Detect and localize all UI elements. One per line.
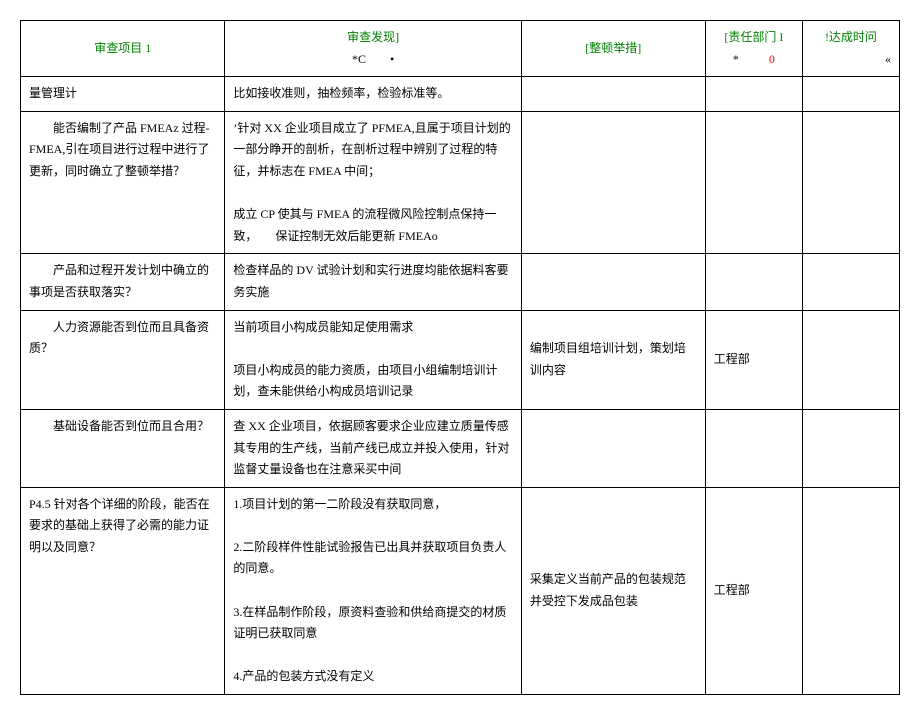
header-time: !达成时问 « [802, 21, 899, 77]
cell-finding: 查 XX 企业项目，依据顾客要求企业应建立质量传感其专用的生产线，当前产线已成立… [225, 409, 521, 487]
audit-table: 审查项目 1 审查发现] *C • [整顿举措] [责任部门 I * [20, 20, 900, 695]
header-action-text: [整顿举措] [585, 41, 641, 55]
header-finding-l2a: *C [352, 52, 366, 66]
cell-action [521, 77, 705, 112]
table-row: 产品和过程开发计划中确立的事项是否获取落实？检查样品的 DV 试验计划和实行进度… [21, 254, 900, 310]
header-time-l1: !达成时问 [811, 27, 891, 49]
cell-dept: 工程部 [705, 487, 802, 694]
header-time-l2: « [811, 49, 891, 71]
header-item-text: 审查项目 1 [94, 41, 151, 55]
cell-finding: 比如接收准则，抽检频率，检验标准等。 [225, 77, 521, 112]
cell-item: 产品和过程开发计划中确立的事项是否获取落实？ [21, 254, 225, 310]
cell-action: 编制项目组培训计划，策划培训内容 [521, 310, 705, 409]
cell-dept [705, 111, 802, 254]
cell-item: 人力资源能否到位而且具备资质？ [21, 310, 225, 409]
cell-dept [705, 254, 802, 310]
header-dept: [责任部门 I * 0 [705, 21, 802, 77]
header-dept-a: [责任部门 I [724, 30, 783, 44]
cell-action [521, 111, 705, 254]
cell-time [802, 77, 899, 112]
header-finding-l2b: • [390, 52, 394, 66]
table-row: 基础设备能否到位而且合用？查 XX 企业项目，依据顾客要求企业应建立质量传感其专… [21, 409, 900, 487]
cell-action [521, 409, 705, 487]
cell-finding: 1.项目计划的第一二阶段没有获取同意，2.二阶段样件性能试验报告已出具并获取项目… [225, 487, 521, 694]
cell-finding: 当前项目小构成员能知足使用需求项目小构成员的能力资质，由项目小组编制培训计划，查… [225, 310, 521, 409]
header-dept-c: 0 [769, 52, 775, 66]
cell-item: 基础设备能否到位而且合用？ [21, 409, 225, 487]
cell-action [521, 254, 705, 310]
cell-dept: 工程部 [705, 310, 802, 409]
header-dept-b: * [733, 52, 739, 66]
cell-time [802, 254, 899, 310]
table-row: 能否编制了产品 FMEAz 过程-FMEA,引在项目进行过程中进行了更新，同时确… [21, 111, 900, 254]
cell-finding: 检查样品的 DV 试验计划和实行进度均能依据料客要务实施 [225, 254, 521, 310]
header-dept-l2: * 0 [714, 49, 794, 71]
cell-item: 量管理计 [21, 77, 225, 112]
header-action: [整顿举措] [521, 21, 705, 77]
header-item: 审查项目 1 [21, 21, 225, 77]
cell-dept [705, 409, 802, 487]
header-row: 审查项目 1 审查发现] *C • [整顿举措] [责任部门 I * [21, 21, 900, 77]
header-finding: 审查发现] *C • [225, 21, 521, 77]
table-row: P4.5 针对各个详细的阶段，能否在要求的基础上获得了必需的能力证明以及同意？1… [21, 487, 900, 694]
cell-time [802, 111, 899, 254]
cell-dept [705, 77, 802, 112]
table-row: 人力资源能否到位而且具备资质？当前项目小构成员能知足使用需求项目小构成员的能力资… [21, 310, 900, 409]
table-row: 量管理计比如接收准则，抽检频率，检验标准等。 [21, 77, 900, 112]
cell-finding: ’针对 XX 企业项目成立了 PFMEA,且属于项目计划的一部分睁开的剖析，在剖… [225, 111, 521, 254]
header-finding-l1: 审查发现] [233, 27, 512, 49]
cell-time [802, 487, 899, 694]
cell-action: 采集定义当前产品的包装规范并受控下发成品包装 [521, 487, 705, 694]
cell-item: 能否编制了产品 FMEAz 过程-FMEA,引在项目进行过程中进行了更新，同时确… [21, 111, 225, 254]
cell-item: P4.5 针对各个详细的阶段，能否在要求的基础上获得了必需的能力证明以及同意？ [21, 487, 225, 694]
header-dept-l1: [责任部门 I [714, 27, 794, 49]
header-finding-l2: *C • [233, 49, 512, 71]
table-body: 量管理计比如接收准则，抽检频率，检验标准等。 能否编制了产品 FMEAz 过程-… [21, 77, 900, 695]
cell-time [802, 409, 899, 487]
cell-time [802, 310, 899, 409]
